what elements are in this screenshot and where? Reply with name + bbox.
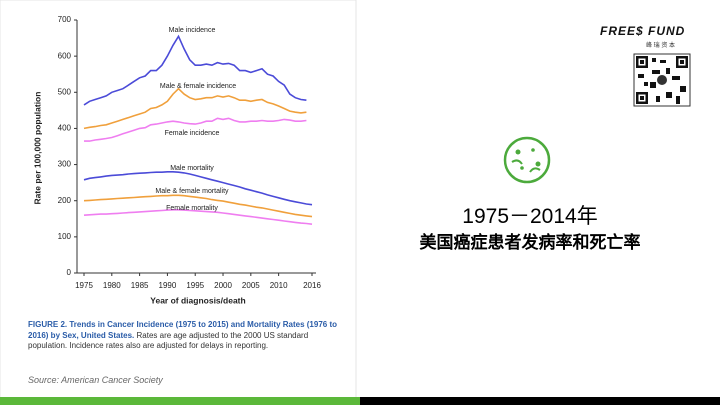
series-line <box>84 117 307 142</box>
y-tick-label: 100 <box>58 232 72 241</box>
y-tick-label: 500 <box>58 87 72 96</box>
y-tick-label: 600 <box>58 51 72 60</box>
x-tick-label: 2005 <box>242 281 260 290</box>
y-tick-label: 400 <box>58 124 72 133</box>
series-line <box>83 171 313 206</box>
figure-panel <box>0 0 357 399</box>
series-label: Male & female incidence <box>160 83 236 90</box>
y-tick-label: 300 <box>58 160 72 169</box>
x-tick-label: 1980 <box>103 281 121 290</box>
series-line <box>83 87 307 130</box>
series-label: Male & female mortality <box>155 188 229 195</box>
x-tick-label: 2010 <box>270 281 288 290</box>
slide-subtitle: 美国癌症患者发病率和死亡率 <box>419 233 641 252</box>
green-bar <box>0 397 360 405</box>
series-label: Female incidence <box>165 130 220 137</box>
slide-title: 1975－2014年 <box>462 205 598 228</box>
icon <box>503 136 551 184</box>
y-tick-label: 0 <box>67 268 72 277</box>
x-tick-label: 1995 <box>186 281 204 290</box>
qr-code <box>633 53 691 107</box>
black-bar <box>360 397 720 405</box>
x-tick-label: 1975 <box>75 281 93 290</box>
source: Source: American Cancer Society <box>28 375 163 385</box>
y-tick-label: 200 <box>58 196 72 205</box>
x-tick-label: 1985 <box>131 281 149 290</box>
x-tick-label: 1990 <box>159 281 177 290</box>
logo-brand: FREE$ FUND <box>600 24 686 38</box>
x-tick-label: 2000 <box>214 281 232 290</box>
y-axis-label: Rate per 100,000 population <box>32 92 42 205</box>
series-label: Male mortality <box>170 165 214 172</box>
series-line <box>83 34 307 106</box>
logo-sub: 峰 瑞 资 本 <box>646 43 676 49</box>
x-axis-label: Year of diagnosis/death <box>150 295 245 305</box>
series-line <box>83 209 313 225</box>
series-line <box>83 194 313 218</box>
x-tick-label: 2016 <box>303 281 321 290</box>
caption: FIGURE 2. Trends in Cancer Incidence (19… <box>28 320 340 352</box>
caption-note: Rates are age adjusted to the 2000 US st… <box>28 330 309 351</box>
series-label: Female mortality <box>166 205 218 212</box>
caption-title: FIGURE 2. Trends in Cancer Incidence (19… <box>28 320 337 340</box>
series-label: Male incidence <box>169 27 216 34</box>
y-tick-label: 700 <box>58 15 72 24</box>
